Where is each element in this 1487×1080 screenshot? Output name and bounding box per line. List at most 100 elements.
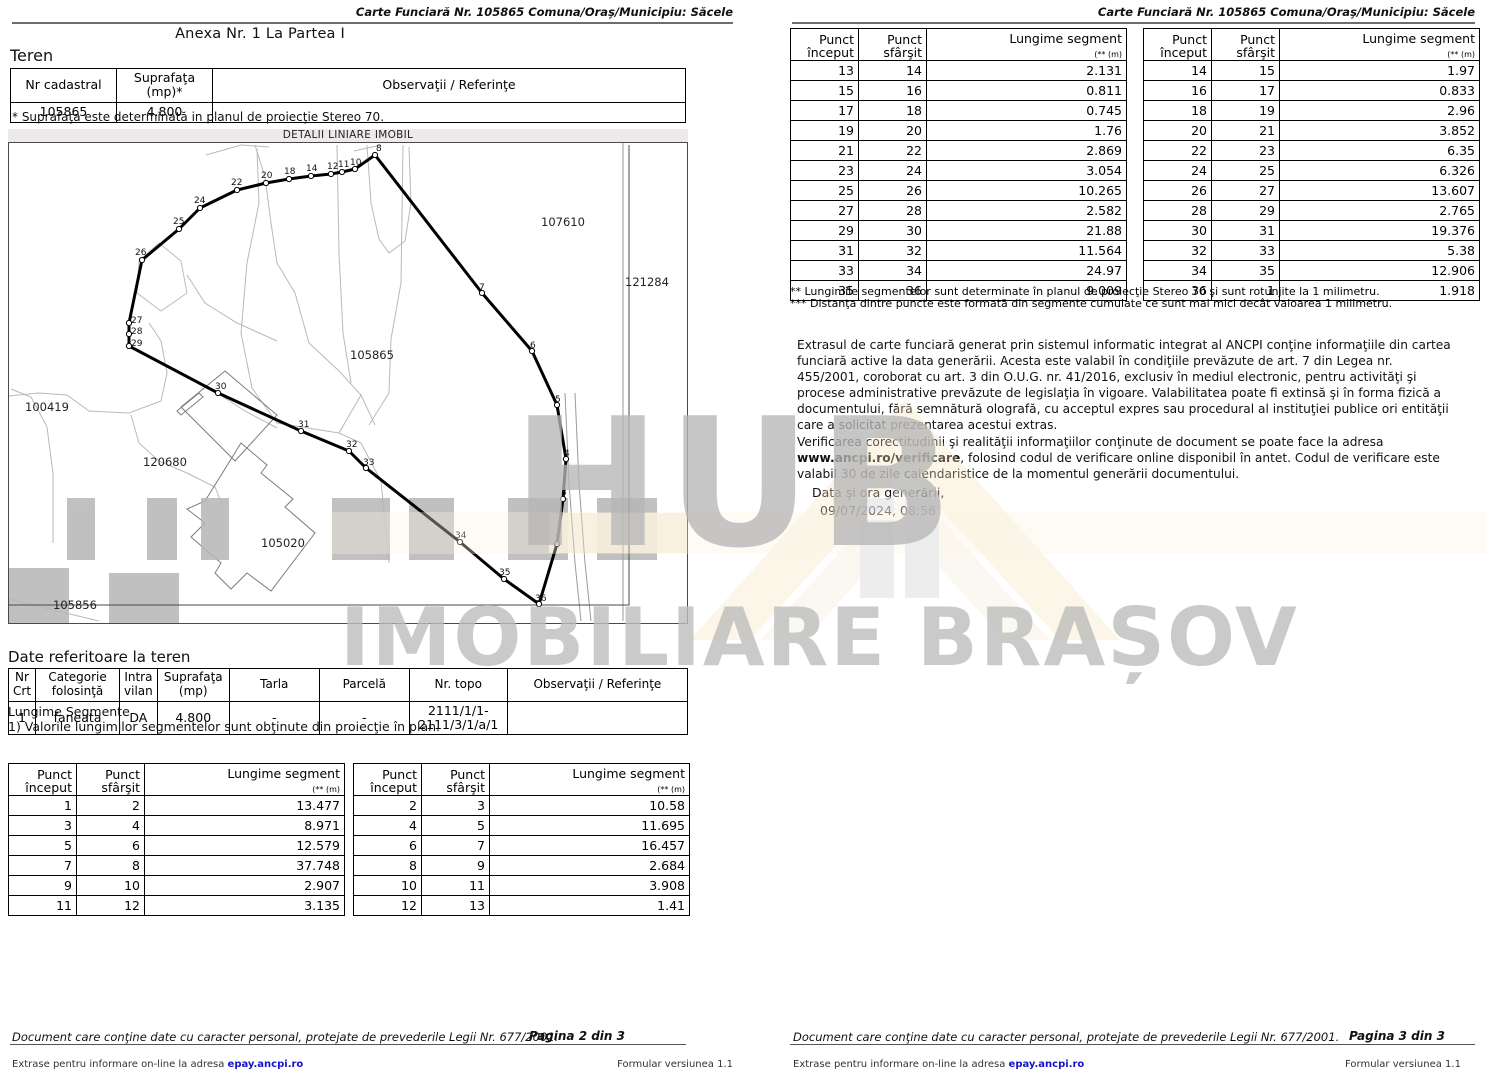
table-row: 12 13 1.41 <box>353 895 690 916</box>
col-lungime-segment: Lungime segment (** (m) <box>1279 28 1480 61</box>
cell-punct-sfarsit: 26 <box>858 180 927 201</box>
epay-link[interactable]: epay.ancpi.ro <box>1008 1059 1085 1070</box>
cell-punct-inceput: 24 <box>1143 160 1212 181</box>
cell-punct-inceput: 28 <box>1143 200 1212 221</box>
segment-table-left-2: Punct început Punct sfârşit Lungime segmen… <box>353 763 690 916</box>
table-row: 10 11 3.908 <box>353 875 690 896</box>
legal-p1: Extrasul de carte funciară generat prin … <box>797 338 1451 433</box>
svg-text:8: 8 <box>376 144 382 154</box>
cell-punct-sfarsit: 23 <box>1211 140 1280 161</box>
parcel-label-120680: 120680 <box>143 455 187 469</box>
cell-lungime-segment: 5.38 <box>1279 240 1480 261</box>
table-row: 9 10 2.907 <box>8 875 345 896</box>
lungime-heading: Lungime Segmente <box>8 704 130 719</box>
svg-text:24: 24 <box>194 196 206 206</box>
cell-lungime-segment: 6.35 <box>1279 140 1480 161</box>
cell-lungime-segment: 2.765 <box>1279 200 1480 221</box>
cell-lungime-segment: 1.76 <box>926 120 1127 141</box>
table-row: 35 36 9.009 <box>790 280 1127 301</box>
col-parcela: Parcelă <box>318 668 410 702</box>
table-row: 33 34 24.97 <box>790 260 1127 281</box>
cell-punct-inceput: 27 <box>790 200 859 221</box>
col-punct-sfarsit: Punct sfârşit <box>858 28 927 61</box>
cell-punct-inceput: 9 <box>8 875 77 896</box>
table-row: 22 23 6.35 <box>1143 140 1480 161</box>
cell-punct-sfarsit: 7 <box>421 835 490 856</box>
svg-text:29: 29 <box>131 339 143 349</box>
cell-punct-sfarsit: 22 <box>858 140 927 161</box>
map-frame: 8 10 11 12 14 18 20 22 24 25 26 27 28 29… <box>8 142 688 624</box>
cell-punct-sfarsit: 20 <box>858 120 927 141</box>
cell-punct-sfarsit: 36 <box>858 280 927 301</box>
cf-header-right: Carte Funciară Nr. 105865 Comuna/Oraş/Mu… <box>1097 5 1475 19</box>
footer-online-text: Extrase pentru informare on-line la adre… <box>793 1059 1009 1070</box>
cell-punct-inceput: 21 <box>790 140 859 161</box>
svg-text:20: 20 <box>261 171 273 181</box>
col-lungime-segment: Lungime segment (** (m) <box>144 763 345 796</box>
table-row: 5 6 12.579 <box>8 835 345 856</box>
svg-text:7: 7 <box>479 283 485 293</box>
table-row: 8 9 2.684 <box>353 855 690 876</box>
epay-link[interactable]: epay.ancpi.ro <box>227 1059 304 1070</box>
svg-text:14: 14 <box>306 164 318 174</box>
property-boundary <box>127 153 568 606</box>
col-punct-sfarsit: Punct sfârşit <box>76 763 145 796</box>
ancpi-verify-link[interactable]: www.ancpi.ro/verificare <box>797 450 961 465</box>
svg-text:25: 25 <box>173 217 184 227</box>
vertex-labels: 8 10 11 12 14 18 20 22 24 25 26 27 28 29… <box>131 144 570 604</box>
cell-punct-inceput: 35 <box>790 280 859 301</box>
cell-categorie: faneata <box>35 700 121 736</box>
cell-punct-sfarsit: 31 <box>1211 220 1280 241</box>
table-row: 34 35 12.906 <box>1143 260 1480 281</box>
table-row: 36 1 1.918 <box>1143 280 1480 301</box>
footer-rule-right <box>790 1044 1475 1045</box>
cell-punct-sfarsit: 27 <box>1211 180 1280 201</box>
cell-observatii <box>506 700 689 736</box>
svg-text:28: 28 <box>131 327 143 337</box>
svg-text:34: 34 <box>455 531 467 541</box>
cell-punct-sfarsit: 34 <box>858 260 927 281</box>
lungime-note: 1) Valorile lungimilor segmentelor sunt … <box>8 719 441 734</box>
col-intravilan: Intra vilan <box>119 668 158 702</box>
col-suprafata-mp: Suprafaţa (mp) <box>156 668 230 702</box>
table-row: 27 28 2.582 <box>790 200 1127 221</box>
cell-lungime-segment: 6.326 <box>1279 160 1480 181</box>
teren-table: Nr cadastral Suprafaţa (mp)* Observaţii … <box>10 68 686 123</box>
vertex-markers <box>125 151 570 608</box>
cell-punct-inceput: 15 <box>790 80 859 101</box>
cell-punct-inceput: 1 <box>8 795 77 816</box>
date-teren-table: Nr Crt Categorie folosinţă Intra vilan Supr… <box>7 668 689 736</box>
cell-lungime-segment: 2.869 <box>926 140 1127 161</box>
cell-lungime-segment: 2.131 <box>926 60 1127 81</box>
cell-lungime-segment: 37.748 <box>144 855 345 876</box>
cell-lungime-segment: 16.457 <box>489 835 690 856</box>
table-header-row: Punct început Punct sfârşit Lungime segmen… <box>353 763 690 796</box>
anexa-title: Anexa Nr. 1 La Partea I <box>0 26 745 42</box>
table-header-row: Nr cadastral Suprafaţa (mp)* Observaţii … <box>10 68 686 103</box>
table-row: 6 7 16.457 <box>353 835 690 856</box>
svg-text:12: 12 <box>327 162 338 172</box>
cell-lungime-segment: 0.811 <box>926 80 1127 101</box>
cell-lungime-segment: 12.906 <box>1279 260 1480 281</box>
cell-punct-inceput: 6 <box>353 835 422 856</box>
teren-note: * Suprafaţa este determinată in planul d… <box>12 110 385 124</box>
table-row: 7 8 37.748 <box>8 855 345 876</box>
col-punct-inceput: Punct început <box>8 763 77 796</box>
table-row: 15 16 0.811 <box>790 80 1127 101</box>
cell-tarla: - <box>228 700 320 736</box>
cell-punct-sfarsit: 14 <box>858 60 927 81</box>
cell-lungime-segment: 24.97 <box>926 260 1127 281</box>
page-gutter <box>745 0 780 1080</box>
cell-punct-inceput: 31 <box>790 240 859 261</box>
cell-punct-sfarsit: 5 <box>421 815 490 836</box>
cell-punct-sfarsit: 29 <box>1211 200 1280 221</box>
col-punct-sfarsit: Punct sfârşit <box>421 763 490 796</box>
cell-punct-inceput: 5 <box>8 835 77 856</box>
cell-punct-inceput: 18 <box>1143 100 1212 121</box>
topo-line-2: 2111/3/1/a/1 <box>418 716 499 732</box>
table-row: 32 33 5.38 <box>1143 240 1480 261</box>
table-header-row: Punct început Punct sfârşit Lungime segmen… <box>8 763 345 796</box>
table-header-row: Punct început Punct sfârşit Lungime segmen… <box>1143 28 1480 61</box>
footer-page-right: Pagina 3 din 3 <box>1349 1029 1445 1043</box>
parcel-label-105856: 105856 <box>53 598 97 612</box>
